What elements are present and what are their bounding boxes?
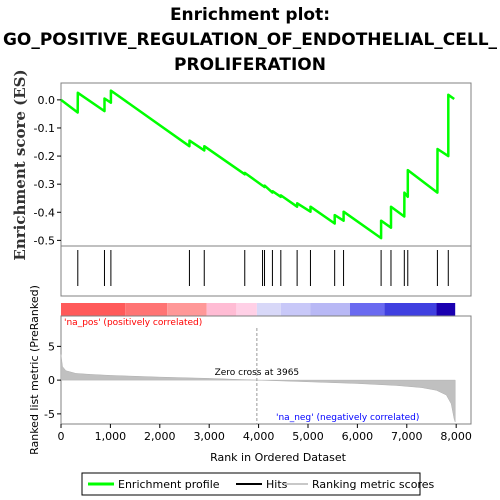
- x-axis-label: Rank in Ordered Dataset: [210, 451, 347, 464]
- neg-label: 'na_neg' (negatively correlated): [276, 413, 419, 423]
- metric-ytick-label: 0: [48, 374, 55, 387]
- zero-cross-label: Zero cross at 3965: [215, 368, 300, 378]
- colorbar-segment: [436, 303, 456, 316]
- colorbar-segment: [236, 303, 257, 316]
- es-ytick-label: -0.2: [34, 150, 55, 163]
- colorbar-segment: [310, 303, 350, 316]
- es-ytick-label: 0.0: [38, 94, 56, 107]
- colorbar-segment: [384, 303, 437, 316]
- enrichment-profile-line: [60, 89, 455, 240]
- es-panel: 0.0 -0.1 -0.2 -0.3 -0.4 -0.5 Enrichment score…: [11, 69, 472, 261]
- colorbar-segment: [256, 303, 281, 316]
- legend-label-hits: Hits: [266, 478, 288, 491]
- x-tick-label: 0: [58, 430, 65, 443]
- x-tick-label: 8,000: [440, 430, 472, 443]
- metric-ytick-label: 5: [48, 340, 55, 353]
- legend-label-metric: Ranking metric scores: [312, 478, 434, 491]
- x-tick-label: 4,000: [243, 430, 275, 443]
- x-tick-label: 7,000: [391, 430, 423, 443]
- es-ylabel: Enrichment score (ES): [11, 69, 29, 260]
- x-tick-label: 2,000: [144, 430, 176, 443]
- colorbar-segment: [280, 303, 311, 316]
- colorbar-segment: [167, 303, 207, 316]
- pos-label: 'na_pos' (positively correlated): [64, 318, 202, 328]
- title-line-2: GO_POSITIVE_REGULATION_OF_ENDOTHELIAL_CE…: [3, 30, 498, 50]
- title-line-1: Enrichment plot:: [170, 5, 330, 25]
- x-tick-label: 5,000: [292, 430, 324, 443]
- es-ytick-label: -0.4: [34, 206, 55, 219]
- colorbar-segment: [206, 303, 237, 316]
- metric-ylabel: Ranked list metric (PreRanked): [28, 285, 41, 455]
- ranking-metric-area: [60, 354, 456, 423]
- rank-colorbar: [61, 303, 456, 316]
- hits-panel: [60, 245, 472, 297]
- legend-label-enrichment: Enrichment profile: [118, 478, 220, 491]
- x-tick-label: 6,000: [342, 430, 374, 443]
- es-ytick-label: -0.5: [34, 234, 55, 247]
- colorbar-segment: [125, 303, 168, 316]
- colorbar-segment: [61, 303, 126, 316]
- colorbar-segment: [349, 303, 385, 316]
- title-line-3: PROLIFERATION: [174, 55, 326, 75]
- legend: Enrichment profile Hits Ranking metric s…: [81, 472, 434, 496]
- es-ytick-label: -0.1: [34, 122, 55, 135]
- x-tick-label: 3,000: [193, 430, 225, 443]
- metric-panel: 50-5 Zero cross at 3965 'na_pos' (positi…: [28, 285, 472, 455]
- x-tick-label: 1,000: [95, 430, 127, 443]
- metric-ytick-label: -5: [44, 408, 55, 421]
- es-ytick-label: -0.3: [34, 178, 55, 191]
